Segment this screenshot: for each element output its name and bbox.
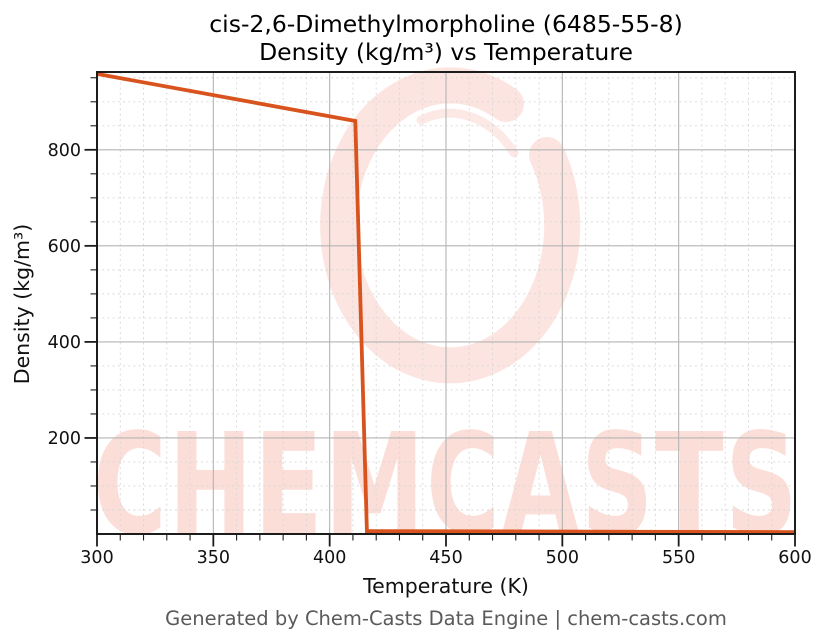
chart-title-line2: Density (kg/m³) vs Temperature bbox=[259, 38, 633, 66]
density-line bbox=[96, 72, 796, 534]
y-tick-label: 200 bbox=[48, 429, 81, 449]
y-axis-label: Density (kg/m³) bbox=[10, 223, 34, 385]
y-tick-label: 600 bbox=[48, 237, 81, 257]
x-tick-label: 600 bbox=[778, 548, 811, 568]
chemcasts-ring-accent-icon bbox=[416, 108, 519, 158]
tick-labels: 300 350 400 450 500 550 600 200 400 600 800 bbox=[48, 141, 812, 568]
y-tick-label: 400 bbox=[48, 333, 81, 353]
x-tick-label: 550 bbox=[662, 548, 695, 568]
major-gridlines bbox=[96, 72, 796, 534]
chart-title-line1: cis-2,6-Dimethylmorpholine (6485-55-8) bbox=[209, 10, 683, 38]
axis-ticks bbox=[84, 77, 796, 547]
chemcasts-ring-logo-icon bbox=[320, 67, 581, 384]
x-tick-label: 300 bbox=[80, 548, 113, 568]
y-tick-label: 800 bbox=[48, 141, 81, 161]
x-axis-label: Temperature (K) bbox=[363, 574, 529, 598]
footer-credit: Generated by Chem-Casts Data Engine | ch… bbox=[165, 607, 727, 630]
density-line-series bbox=[96, 72, 796, 534]
x-tick-label: 350 bbox=[197, 548, 230, 568]
x-tick-label: 450 bbox=[429, 548, 462, 568]
x-tick-label: 400 bbox=[313, 548, 346, 568]
x-tick-label: 500 bbox=[546, 548, 579, 568]
